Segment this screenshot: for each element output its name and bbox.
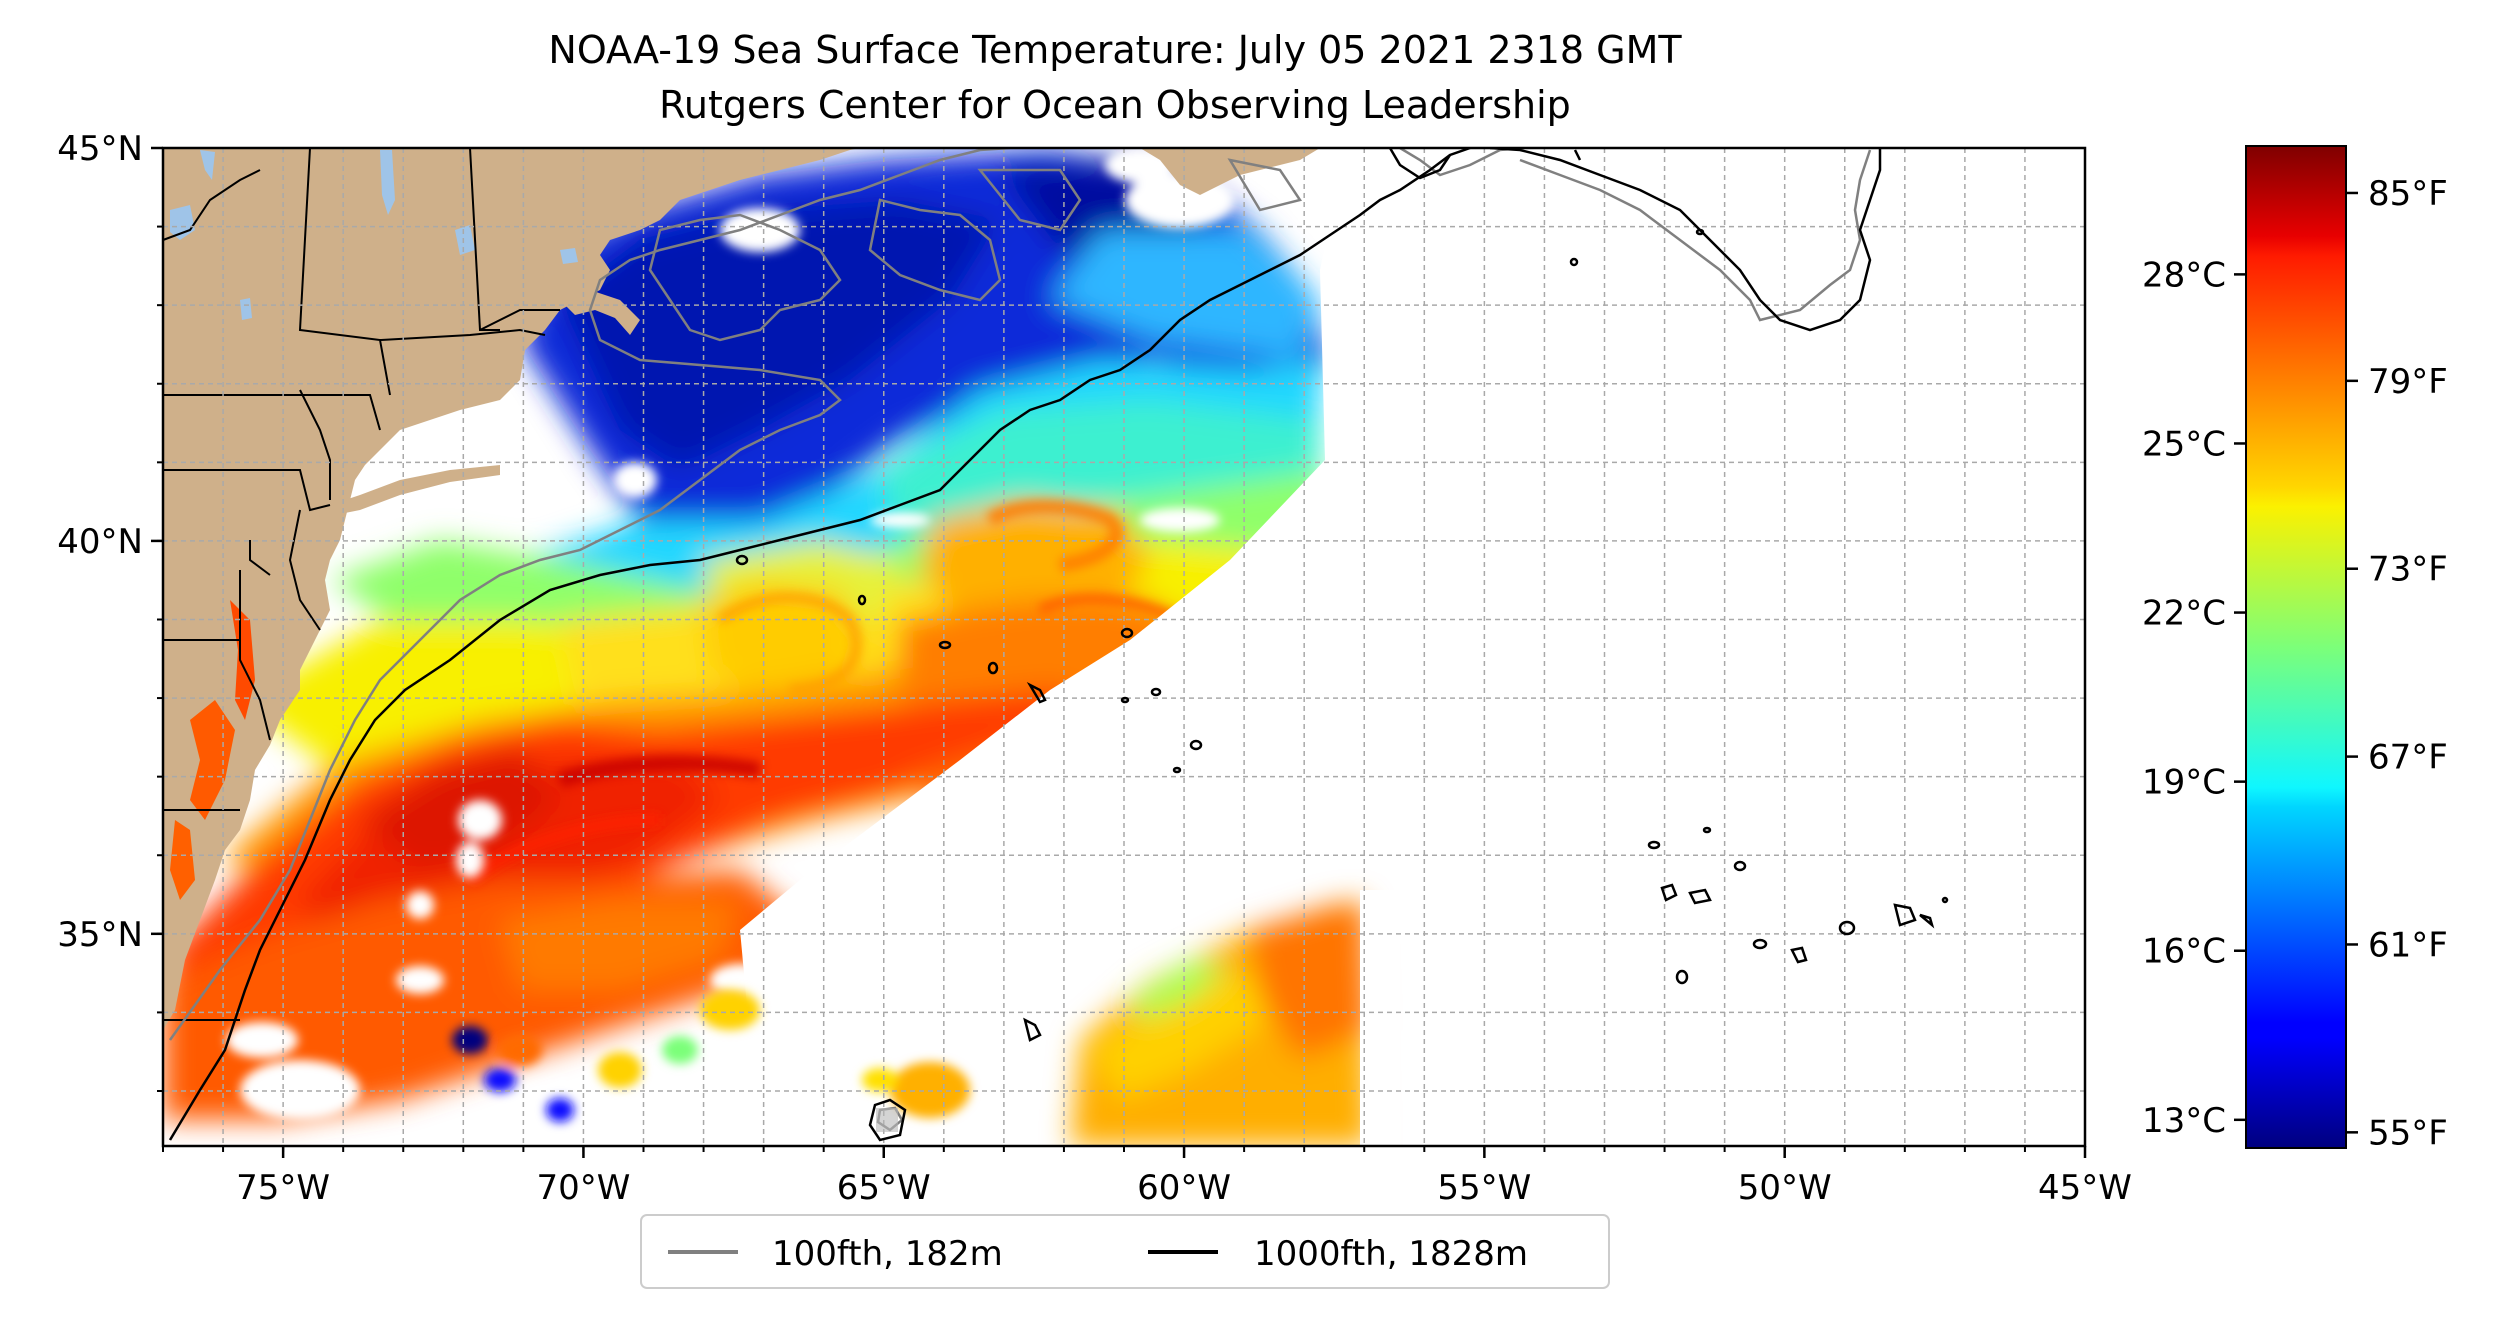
- legend: 100fth, 182m 1000fth, 1828m: [640, 1214, 1610, 1289]
- isobath-100fth: [168, 148, 1872, 1132]
- y-tick-label: 45°N: [57, 129, 143, 169]
- colorbar-celsius-label: 13°C: [2142, 1101, 2226, 1141]
- map-panel: 75°W 70°W 65°W 60°W 55°W 50°W 45°W 45°N 40°N 35°…: [57, 129, 2132, 1208]
- legend-label-1000fth: 1000fth, 1828m: [1254, 1234, 1528, 1274]
- colorbar-fahrenheit-label: 61°F: [2368, 925, 2448, 965]
- x-axis: 75°W 70°W 65°W 60°W 55°W 50°W 45°W: [162, 1146, 2132, 1208]
- colorbar-frame: [2245, 145, 2347, 1149]
- legend-label-100fth: 100fth, 182m: [772, 1234, 1003, 1274]
- colorbar-celsius-label: 19°C: [2142, 763, 2226, 803]
- colorbar-fahrenheit-label: 67°F: [2368, 738, 2448, 778]
- colorbar-fahrenheit-axis: 55°F 61°F 67°F 73°F 79°F 85°F: [2346, 174, 2448, 1153]
- colorbar-celsius-label: 16°C: [2142, 932, 2226, 972]
- colorbar-celsius-axis: 13°C 16°C 19°C 22°C 25°C 28°C: [2142, 255, 2246, 1141]
- x-tick-label: 50°W: [1738, 1168, 1832, 1208]
- x-tick-label: 45°W: [2038, 1168, 2132, 1208]
- colorbar-celsius-label: 28°C: [2142, 255, 2226, 295]
- isobath-1000fth: [168, 148, 1949, 1142]
- y-tick-label: 40°N: [57, 522, 143, 562]
- x-tick-label: 75°W: [236, 1168, 330, 1208]
- colorbar-gradient: [2246, 146, 2346, 1148]
- colorbar-fahrenheit-label: 73°F: [2368, 550, 2448, 590]
- state-borders: [163, 148, 560, 1021]
- colorbar-fahrenheit-label: 85°F: [2368, 174, 2448, 214]
- map-content: [163, 148, 2085, 1146]
- y-tick-label: 35°N: [57, 915, 143, 955]
- x-tick-label: 70°W: [536, 1168, 630, 1208]
- colorbar-fahrenheit-label: 79°F: [2368, 362, 2448, 402]
- gridlines: [163, 148, 2085, 1146]
- colorbar: 13°C 16°C 19°C 22°C 25°C 28°C 55°F 61°F 67°F 73°…: [2142, 145, 2448, 1153]
- x-tick-label: 55°W: [1437, 1168, 1531, 1208]
- x-tick-label: 65°W: [837, 1168, 931, 1208]
- colorbar-celsius-label: 25°C: [2142, 424, 2226, 464]
- colorbar-fahrenheit-label: 55°F: [2368, 1113, 2448, 1153]
- x-tick-label: 60°W: [1137, 1168, 1231, 1208]
- land-layer: [163, 148, 1320, 1030]
- title-line-1: NOAA-19 Sea Surface Temperature: July 05…: [548, 28, 1682, 72]
- colorbar-celsius-label: 22°C: [2142, 594, 2226, 634]
- title-line-2: Rutgers Center for Ocean Observing Leade…: [659, 83, 1571, 127]
- y-axis: 45°N 40°N 35°N: [57, 129, 163, 1092]
